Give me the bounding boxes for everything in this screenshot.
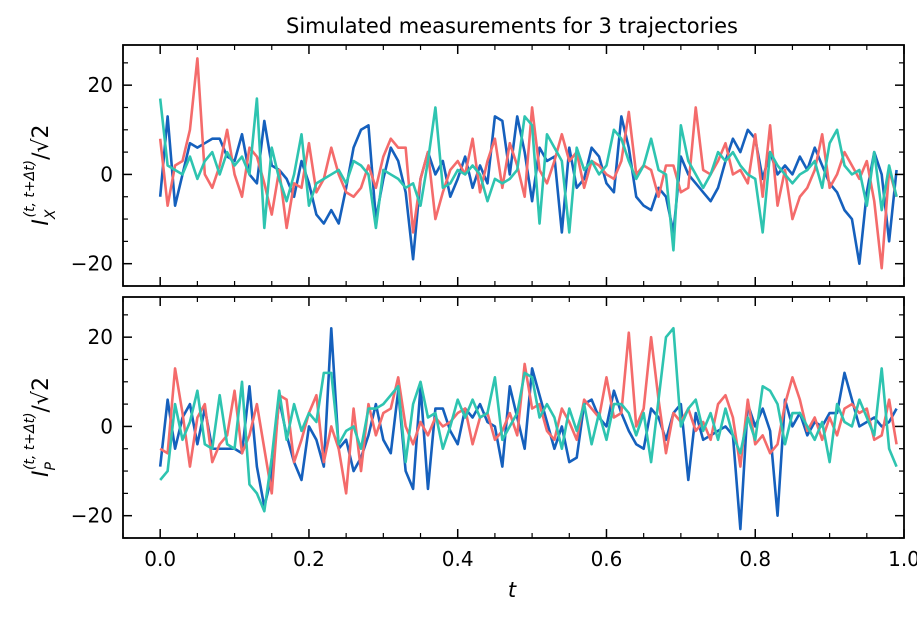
bottom-series-line-2 xyxy=(159,331,898,495)
bottom-y-axis-label-main: I xyxy=(29,471,54,478)
top-y-axis-label-sup: (t, t+Δt) xyxy=(22,160,38,218)
bottom-y-tick-label: 20 xyxy=(88,325,113,349)
bottom-x-tick-label: 0.4 xyxy=(442,547,474,571)
bottom-axes-frame xyxy=(122,296,905,539)
bottom-x-tick-label: 0.2 xyxy=(293,547,325,571)
top-y-axis-label: IX (t, t+Δt)/√2 xyxy=(22,124,59,225)
bottom-y-axis-label-sub: P xyxy=(43,462,59,471)
top-y-tick-label: 20 xyxy=(88,73,113,97)
top-y-axis-label-main: I xyxy=(29,219,54,226)
bottom-y-tick-label: −20 xyxy=(71,504,113,528)
top-series-line-3 xyxy=(158,97,898,252)
top-series-line-2 xyxy=(158,57,898,270)
bottom-x-tick-label: 0.6 xyxy=(591,547,623,571)
chart-title: Simulated measurements for 3 trajectorie… xyxy=(286,14,738,38)
bottom-y-tick-label: 0 xyxy=(100,414,113,438)
bottom-x-tick-label: 0.8 xyxy=(739,547,771,571)
top-y-axis-label-tail: /√2 xyxy=(29,124,54,159)
top-axes-frame xyxy=(122,44,905,287)
bottom-series-line-3 xyxy=(159,326,898,513)
top-y-tick-label: −20 xyxy=(71,252,113,276)
top-y-tick-label: 0 xyxy=(100,162,113,186)
top-y-axis-label-sub: X xyxy=(43,209,59,220)
bottom-x-tick-label: 0.0 xyxy=(144,547,176,571)
bottom-y-axis-label-tail: /√2 xyxy=(29,377,54,412)
bottom-panel: −20 0 20 0.0 0.2 0.4 0.6 0.8 1.0 xyxy=(71,296,917,571)
top-panel: −20 0 20 xyxy=(71,44,905,287)
x-axis-label: t xyxy=(508,578,517,602)
bottom-y-axis-label: IP (t, t+Δt)/√2 xyxy=(22,377,59,477)
bottom-y-axis-label-sup: (t, t+Δt) xyxy=(22,412,38,470)
bottom-x-tick-label: 1.0 xyxy=(888,547,917,571)
